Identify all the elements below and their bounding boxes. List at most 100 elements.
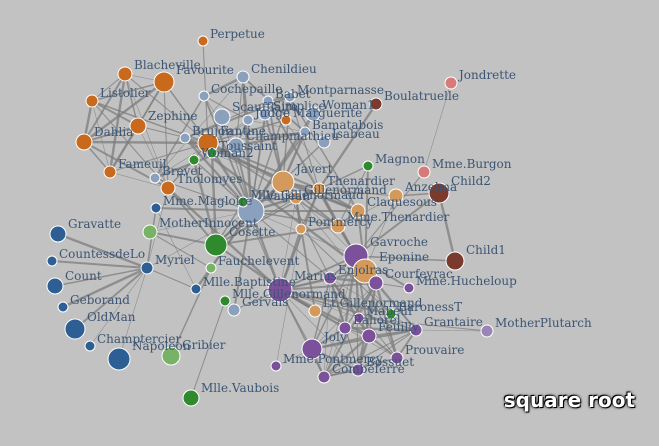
edge: [109, 142, 209, 173]
edge: [323, 277, 331, 378]
edge: [250, 210, 331, 279]
node-marguerite[interactable]: [280, 114, 292, 126]
edge: [146, 187, 169, 269]
node-brujon[interactable]: [179, 132, 191, 144]
node-grantaire[interactable]: [409, 323, 423, 337]
node-isabeau[interactable]: [317, 135, 331, 149]
node-pontmercy[interactable]: [295, 223, 307, 235]
node-anzelma[interactable]: [388, 188, 404, 204]
node-combeferre[interactable]: [317, 370, 331, 384]
node-napoleon[interactable]: [107, 347, 131, 371]
node-mllegillenormand[interactable]: [237, 196, 249, 208]
edge: [355, 171, 425, 257]
node-gervais[interactable]: [227, 303, 241, 317]
edge: [344, 282, 377, 329]
edge: [137, 125, 169, 189]
node-babet[interactable]: [262, 95, 274, 107]
node-bamatabois[interactable]: [299, 126, 311, 138]
node-montparnasse[interactable]: [284, 91, 296, 103]
node-jondrette[interactable]: [444, 76, 458, 90]
node-favourite[interactable]: [153, 71, 175, 93]
node-chenildieu[interactable]: [236, 70, 250, 84]
node-count[interactable]: [46, 277, 64, 295]
node-zephine[interactable]: [129, 117, 147, 135]
edge: [155, 207, 197, 290]
node-label: Judge: [253, 106, 290, 120]
node-mllehucheloup[interactable]: [403, 282, 415, 294]
node-feuilly[interactable]: [361, 328, 377, 344]
node-label: Toussaint: [219, 139, 277, 153]
node-oldman[interactable]: [64, 318, 86, 340]
node-enjolras[interactable]: [323, 271, 337, 285]
node-label: Mabeuf: [366, 304, 414, 318]
node-woman2[interactable]: [188, 154, 200, 166]
edge: [221, 116, 252, 212]
node-mmeburgon[interactable]: [417, 165, 431, 179]
node-prouvaire[interactable]: [390, 351, 404, 365]
node-geborand[interactable]: [57, 301, 69, 313]
node-javert[interactable]: [271, 170, 295, 194]
node-tholomyes[interactable]: [160, 180, 176, 196]
node-fauchelevent[interactable]: [205, 262, 217, 274]
edge: [368, 329, 417, 337]
node-baronesst[interactable]: [385, 308, 397, 320]
node-label: Bamatabois: [312, 118, 383, 132]
node-perpetue[interactable]: [197, 35, 209, 47]
node-ltgillenormand[interactable]: [308, 304, 322, 318]
edge: [344, 327, 359, 371]
node-label: Cochepaille: [211, 82, 282, 96]
node-myriel[interactable]: [140, 261, 154, 275]
edge: [149, 210, 252, 233]
node-label: Child1: [466, 243, 506, 257]
node-champtercier[interactable]: [84, 340, 96, 352]
node-marius[interactable]: [267, 277, 293, 303]
node-cosette[interactable]: [204, 233, 228, 257]
node-scaufflaire[interactable]: [213, 108, 231, 126]
node-toussaint[interactable]: [206, 147, 218, 159]
node-bossuet[interactable]: [351, 363, 365, 377]
node-mllegillenormand2[interactable]: [219, 295, 231, 307]
node-cochepaille[interactable]: [198, 90, 210, 102]
node-gillenormand[interactable]: [289, 191, 303, 205]
node-label: Champmathieu: [246, 129, 339, 143]
node-woman1[interactable]: [305, 106, 321, 122]
node-label: Champtercier: [97, 332, 181, 346]
node-gribier[interactable]: [161, 346, 181, 366]
node-simplice[interactable]: [258, 107, 272, 121]
node-joly[interactable]: [301, 338, 323, 360]
node-label: Courfeyrac: [385, 267, 453, 281]
node-motherplutarch[interactable]: [480, 324, 494, 338]
node-mllebaptistine[interactable]: [190, 283, 202, 295]
edge: [124, 73, 209, 144]
node-label: Perpetue: [210, 27, 265, 41]
node-child2[interactable]: [428, 182, 450, 204]
edge: [207, 113, 266, 144]
edge: [311, 255, 357, 350]
node-judge[interactable]: [242, 114, 254, 126]
node-mllevaubois[interactable]: [182, 389, 200, 407]
node-brevet[interactable]: [149, 172, 161, 184]
edge: [91, 81, 165, 102]
node-mmemagloire[interactable]: [150, 202, 162, 214]
node-thenardier[interactable]: [312, 182, 326, 196]
node-magnon[interactable]: [362, 160, 374, 172]
node-fameuil[interactable]: [103, 165, 117, 179]
node-bahorel[interactable]: [338, 321, 352, 335]
node-mmepontmercy[interactable]: [270, 360, 282, 372]
node-boulatruelle[interactable]: [369, 97, 383, 111]
node-countessdelo[interactable]: [46, 255, 58, 267]
node-motherinnocent[interactable]: [142, 224, 158, 240]
node-courfeyrac[interactable]: [368, 275, 384, 291]
node-gravatte[interactable]: [49, 225, 67, 243]
node-champmathieu[interactable]: [227, 137, 245, 155]
node-eponine[interactable]: [352, 258, 378, 284]
edge: [89, 267, 148, 347]
node-mmethenardier[interactable]: [330, 218, 346, 234]
node-mabeuf[interactable]: [353, 312, 365, 324]
node-dahlia[interactable]: [75, 133, 93, 151]
node-child1[interactable]: [445, 251, 465, 271]
node-claquesous[interactable]: [350, 203, 366, 219]
node-label: Jondrette: [457, 68, 516, 82]
node-blacheville[interactable]: [117, 66, 133, 82]
node-listolier[interactable]: [85, 94, 99, 108]
